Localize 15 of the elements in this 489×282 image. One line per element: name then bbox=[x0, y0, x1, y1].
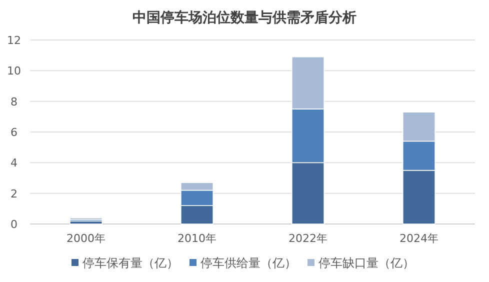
x-tick-label: 2024年 bbox=[399, 232, 438, 245]
y-tick-label: 10 bbox=[7, 64, 21, 78]
x-tick-label: 2022年 bbox=[288, 232, 328, 245]
legend-label: 停车保有量（亿） bbox=[82, 256, 178, 270]
legend-label: 停车供给量（亿） bbox=[200, 256, 296, 270]
x-tick-label: 2010年 bbox=[178, 232, 217, 245]
legend-label: 停车缺口量（亿） bbox=[318, 256, 414, 270]
y-tick-label: 12 bbox=[7, 34, 21, 47]
x-tick-label: 2000年 bbox=[66, 232, 106, 245]
y-tick-label: 0 bbox=[10, 218, 18, 231]
y-tick-label: 8 bbox=[10, 95, 18, 108]
chart-title: 中国停车场泊位数量与供需矛盾分析 bbox=[132, 9, 356, 26]
y-tick-label: 2 bbox=[10, 187, 18, 200]
y-tick-label: 6 bbox=[10, 126, 18, 139]
y-tick-label: 4 bbox=[10, 156, 18, 170]
